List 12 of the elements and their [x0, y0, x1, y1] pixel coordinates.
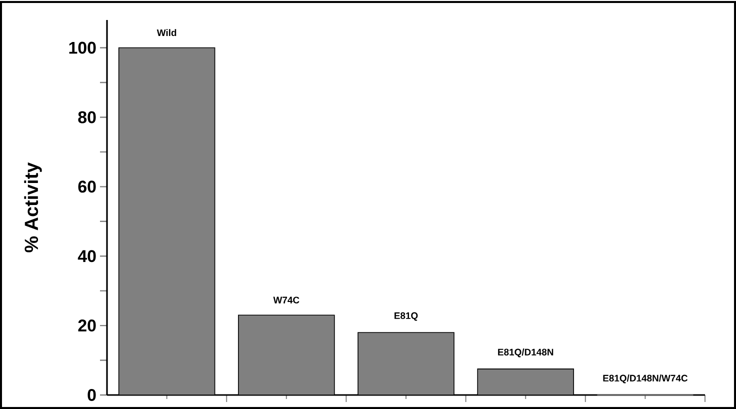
y-tick-label: 100: [69, 42, 96, 54]
x-tick-label: E81Q/D148N/W74C: [603, 374, 688, 384]
y-tick-label: 0: [88, 389, 96, 401]
x-tick-label: Wild: [156, 29, 176, 36]
y-tick-label: 20: [78, 320, 96, 332]
x-tick-label: E81Q: [394, 312, 418, 321]
x-tick-label: E81Q/D148N: [498, 348, 554, 358]
y-axis-title: % Activity: [24, 162, 42, 252]
y-tick-label: 80: [78, 111, 96, 124]
y-tick-label: 40: [78, 250, 96, 262]
x-tick-label: W74C: [273, 296, 300, 304]
y-tick-label: 60: [78, 180, 96, 193]
